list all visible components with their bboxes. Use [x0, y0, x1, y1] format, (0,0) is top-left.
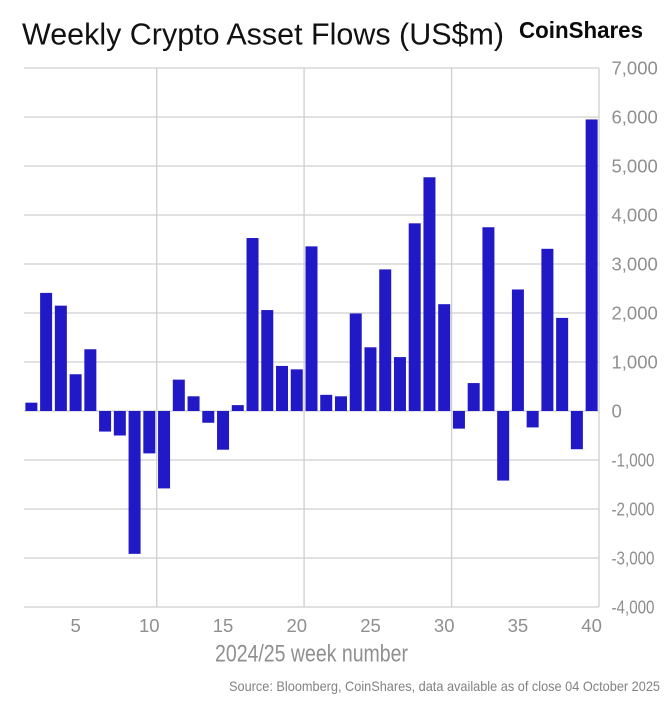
svg-text:-4,000: -4,000 — [612, 597, 655, 618]
svg-text:35: 35 — [508, 615, 529, 636]
svg-text:Source: Bloomberg, CoinShares,: Source: Bloomberg, CoinShares, data avai… — [229, 679, 660, 694]
svg-text:7,000: 7,000 — [612, 58, 658, 79]
svg-text:5,000: 5,000 — [612, 156, 658, 177]
svg-text:-3,000: -3,000 — [612, 548, 655, 569]
svg-text:-1,000: -1,000 — [612, 450, 655, 471]
svg-text:3,000: 3,000 — [612, 254, 658, 275]
svg-text:15: 15 — [213, 615, 234, 636]
svg-text:1,000: 1,000 — [612, 352, 658, 373]
svg-text:30: 30 — [434, 615, 455, 636]
svg-text:2,000: 2,000 — [612, 303, 658, 324]
svg-text:0: 0 — [612, 401, 622, 422]
svg-text:20: 20 — [287, 615, 308, 636]
svg-text:5: 5 — [70, 615, 80, 636]
svg-text:25: 25 — [360, 615, 381, 636]
svg-text:6,000: 6,000 — [612, 107, 658, 128]
svg-text:Weekly Crypto Asset Flows (US$: Weekly Crypto Asset Flows (US$m) — [22, 17, 504, 52]
svg-text:10: 10 — [139, 615, 160, 636]
svg-text:2024/25 week number: 2024/25 week number — [215, 641, 408, 668]
svg-text:4,000: 4,000 — [612, 205, 658, 226]
svg-text:CoinShares: CoinShares — [519, 17, 643, 43]
svg-text:40: 40 — [581, 615, 602, 636]
svg-text:-2,000: -2,000 — [612, 499, 655, 520]
